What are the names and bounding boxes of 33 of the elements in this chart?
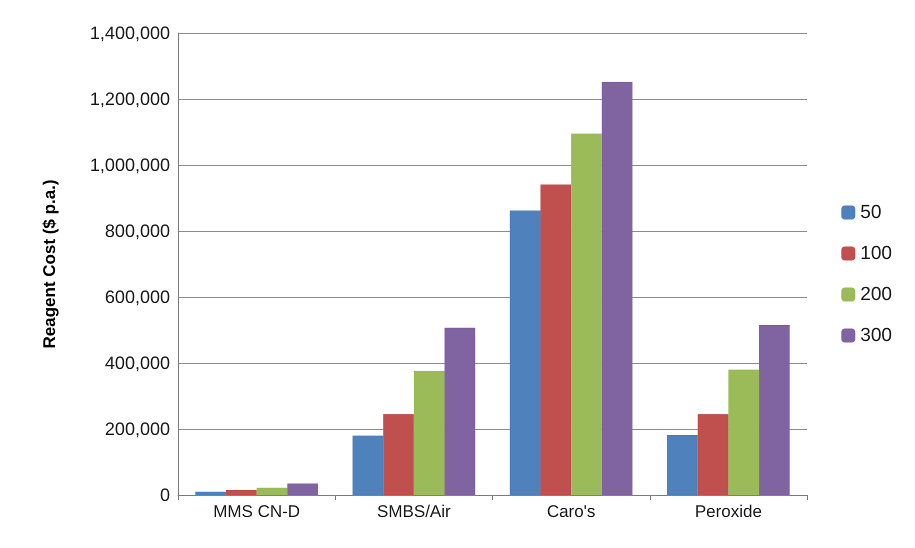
bar [383,414,414,495]
bar [698,414,728,495]
bar [444,328,476,495]
bar [728,370,760,495]
x-tick-label: Peroxide [694,502,762,521]
y-tick-label: 1,400,000 [90,23,170,43]
y-tick-label: 400,000 [104,353,170,373]
bar [667,434,698,495]
x-tick-label: SMBS/Air [377,502,452,521]
legend-label: 200 [860,284,892,305]
bar [256,488,288,495]
bar [571,134,602,495]
y-tick-label: 800,000 [104,221,170,241]
bar [414,370,445,495]
bar [195,492,226,495]
y-tick-label: 1,200,000 [90,89,170,109]
bar [352,436,384,495]
bar [759,325,790,495]
y-axis-title: Reagent Cost ($ p.a.) [40,179,59,349]
legend-label: 300 [860,325,892,346]
y-tick-label: 1,000,000 [90,155,170,175]
bar [602,82,632,495]
bar [510,210,540,495]
legend-label: 100 [860,243,892,264]
y-tick-label: 600,000 [104,287,170,307]
y-tick-label: 0 [160,485,170,505]
legend-label: 50 [860,202,882,223]
x-tick-label: MMS CN-D [213,502,300,521]
bar [287,483,318,495]
bar [226,490,257,495]
x-tick-label: Caro's [546,502,596,521]
bar [540,184,572,495]
y-tick-label: 200,000 [104,419,170,439]
